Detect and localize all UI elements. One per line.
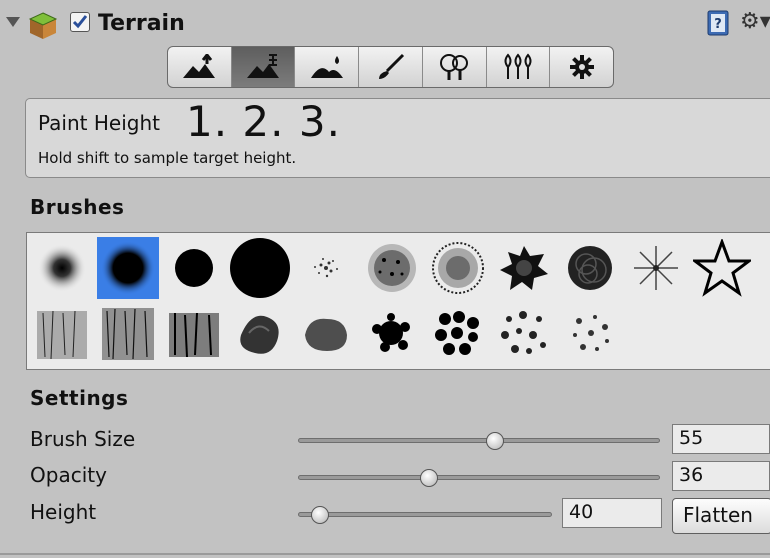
brush-splat[interactable] [493, 237, 555, 299]
height-label: Height [30, 500, 97, 524]
raise-lower-terrain-icon[interactable] [168, 47, 232, 87]
brush-hard-large[interactable] [229, 237, 291, 299]
paint-texture-icon[interactable] [359, 47, 423, 87]
brush-rough-blob[interactable] [295, 303, 357, 365]
component-title: Terrain [98, 11, 185, 36]
brush-grunge-2[interactable] [97, 303, 159, 365]
brush-smudge[interactable] [229, 303, 291, 365]
enabled-checkbox[interactable] [70, 12, 90, 32]
foldout-arrow-icon[interactable] [6, 17, 20, 27]
tool-name-label: Paint Height [38, 111, 160, 135]
terrain-cube-icon [28, 12, 58, 39]
settings-gear-icon[interactable]: ⚙▾ [740, 9, 770, 34]
opacity-field[interactable]: 36 [672, 461, 770, 491]
brush-scatter[interactable] [493, 303, 555, 365]
smooth-height-icon[interactable] [295, 47, 360, 87]
tool-info-box: Paint Height 1. 2. 3. Hold shift to samp… [25, 97, 770, 178]
checkmark-icon [72, 15, 88, 29]
settings-heading: Settings [30, 386, 129, 410]
step-annotation: 1. 2. 3. [186, 97, 341, 146]
brush-soft-small[interactable] [31, 237, 93, 299]
height-slider-thumb[interactable] [311, 506, 329, 524]
place-trees-icon[interactable] [423, 47, 487, 87]
brush-grunge-3[interactable] [163, 303, 225, 365]
brush-grunge-1[interactable] [31, 303, 93, 365]
brush-soft-medium[interactable] [97, 237, 159, 299]
paint-height-icon[interactable] [231, 47, 296, 87]
divider [0, 553, 770, 555]
brush-hard-medium[interactable] [163, 237, 225, 299]
height-slider[interactable] [298, 512, 552, 517]
svg-text:?: ? [714, 17, 722, 32]
tool-hint: Hold shift to sample target height. [38, 149, 297, 167]
terrain-tool-toolbar [167, 46, 614, 88]
opacity-slider-thumb[interactable] [420, 469, 438, 487]
brush-dots-large[interactable] [427, 303, 489, 365]
brush-size-slider[interactable] [298, 438, 660, 443]
opacity-slider[interactable] [298, 475, 660, 480]
brush-noise-circle[interactable] [427, 237, 489, 299]
brush-noise-dense[interactable] [361, 237, 423, 299]
brush-star-outline[interactable] [691, 237, 753, 299]
component-header: Terrain ? ⚙▾ [0, 0, 770, 44]
height-field[interactable]: 40 [562, 498, 662, 528]
brushes-heading: Brushes [30, 195, 125, 219]
brush-size-slider-thumb[interactable] [486, 432, 504, 450]
brush-size-field[interactable]: 55 [672, 424, 770, 454]
brush-speckle-sparse[interactable] [295, 237, 357, 299]
terrain-settings-icon[interactable] [550, 47, 613, 87]
brush-size-label: Brush Size [30, 427, 136, 451]
flatten-button[interactable]: Flatten [672, 498, 770, 534]
brush-swirl[interactable] [559, 237, 621, 299]
brush-scatter-light[interactable] [559, 303, 621, 365]
brush-grid [26, 232, 770, 370]
brush-star-burst[interactable] [625, 237, 687, 299]
paint-details-icon[interactable] [487, 47, 551, 87]
help-book-icon[interactable]: ? [706, 10, 730, 36]
opacity-label: Opacity [30, 463, 107, 487]
brush-dots-cluster[interactable] [361, 303, 423, 365]
